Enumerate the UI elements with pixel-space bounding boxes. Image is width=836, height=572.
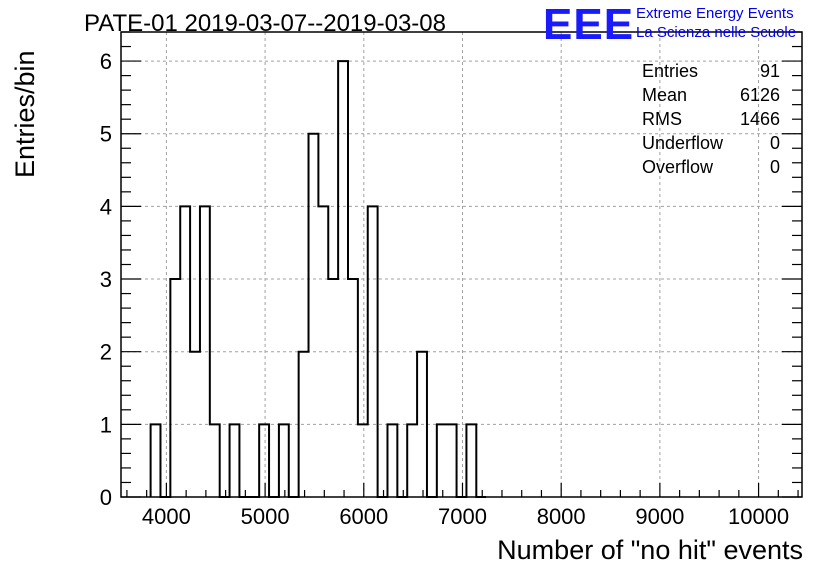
y-tick-label: 2: [100, 340, 112, 365]
x-tick-label: 4000: [142, 504, 191, 529]
tick-labels: 4000 5000 6000 7000 8000 9000 10000 0 1 2 3 4 5 6: [100, 49, 789, 529]
x-tick-label: 10000: [728, 504, 789, 529]
histogram-bin: [348, 279, 358, 497]
stats-label: Underflow: [642, 133, 724, 153]
histogram-bin: [437, 424, 447, 497]
chart-title: PATE-01 2019-03-07--2019-03-08: [84, 10, 446, 37]
eee-logo: EEE: [543, 0, 635, 49]
x-axis-label: Number of "no hit" events: [497, 535, 803, 565]
histogram-bin: [447, 424, 457, 497]
histogram-bin: [358, 424, 368, 497]
stats-row-entries: Entries 91: [642, 60, 780, 84]
stats-label: Overflow: [642, 157, 714, 177]
x-tick-label: 6000: [339, 504, 388, 529]
stats-row-rms: RMS 1466: [642, 108, 780, 132]
stats-row-overflow: Overflow 0: [642, 156, 780, 180]
logo-line-2: La Scienza nelle Scuole: [636, 24, 797, 41]
histogram-bin: [309, 134, 319, 497]
y-tick-label: 5: [100, 122, 112, 147]
histogram-bin: [466, 424, 476, 497]
stats-label: Mean: [642, 85, 688, 105]
y-tick-label: 3: [100, 267, 112, 292]
logo-caption: Extreme Energy Events La Scienza nelle S…: [636, 4, 796, 42]
logo-line-1: Extreme Energy Events: [636, 5, 794, 22]
stats-label: Entries: [642, 61, 699, 81]
x-tick-label: 5000: [241, 504, 290, 529]
stats-value: 1466: [739, 109, 780, 129]
y-axis-label: Entries/bin: [10, 50, 40, 178]
y-tick-label: 1: [100, 412, 112, 437]
histogram-bin: [407, 424, 417, 497]
histogram-bin: [170, 279, 180, 497]
histogram-outline: [149, 60, 487, 498]
histogram-bin: [259, 424, 269, 497]
stats-value: 6126: [739, 85, 780, 105]
y-tick-label: 4: [100, 194, 112, 219]
histogram-bin: [387, 424, 397, 497]
histogram-bin: [279, 424, 289, 497]
stats-value: 0: [769, 157, 780, 177]
y-tick-label: 0: [100, 485, 112, 510]
stats-label: RMS: [642, 109, 682, 129]
x-tick-label: 7000: [438, 504, 487, 529]
x-tick-label: 9000: [635, 504, 684, 529]
histogram-bin: [230, 424, 240, 497]
x-tick-label: 8000: [537, 504, 586, 529]
stats-value: 0: [769, 133, 780, 153]
stats-value: 91: [759, 61, 780, 81]
stats-row-underflow: Underflow 0: [642, 132, 780, 156]
histogram-bin: [151, 424, 161, 497]
histogram-bin: [328, 279, 338, 497]
stats-box: Entries 91 Mean 6126 RMS 1466 Underflow …: [642, 60, 780, 180]
histogram-bin: [210, 424, 220, 497]
histogram-bars: [149, 60, 487, 498]
y-tick-label: 6: [100, 49, 112, 74]
stats-row-mean: Mean 6126: [642, 84, 780, 108]
axis-ticks: [121, 31, 802, 498]
